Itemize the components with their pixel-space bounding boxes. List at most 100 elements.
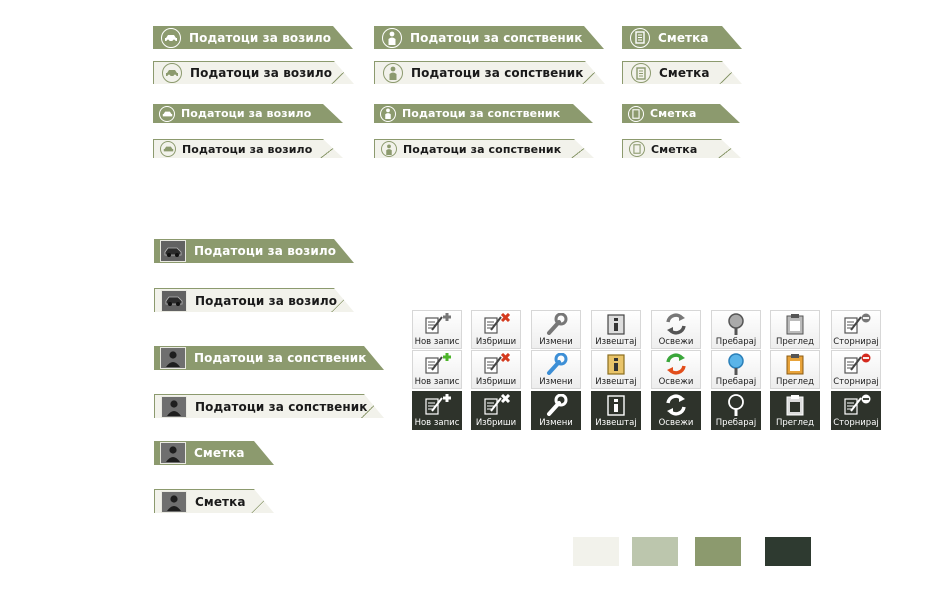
edit-label: Измени (539, 337, 573, 347)
search-button[interactable]: Пребарај (711, 391, 761, 430)
new-record-icon (412, 311, 462, 337)
color-swatch-olive (695, 537, 741, 566)
tab-invoice-active-small[interactable]: Сметка (622, 104, 740, 123)
edit-label: Измени (539, 377, 573, 387)
tab-label: Податоци за сопственик (195, 399, 368, 414)
tab-owner-active-small[interactable]: Податоци за сопственик (374, 104, 593, 123)
tab-owner-inactive-small[interactable]: Податоци за сопственик (374, 139, 594, 158)
wrench-icon (531, 351, 581, 377)
edit-label: Измени (539, 418, 573, 428)
tab-owner-photo-inactive[interactable]: Податоци за сопственик (154, 394, 384, 418)
tab-label: Податоци за возило (181, 107, 312, 120)
search-button[interactable]: Пребарај (711, 310, 761, 349)
cancel-button[interactable]: Сторнирај (831, 310, 881, 349)
refresh-button[interactable]: Освежи (651, 310, 701, 349)
delete-button[interactable]: Избриши (471, 350, 521, 389)
delete-button[interactable]: Избриши (471, 391, 521, 430)
tab-label: Податоци за возило (195, 293, 338, 308)
tab-label: Сметка (659, 66, 710, 80)
clipboard-icon (770, 311, 820, 337)
car-icon (161, 290, 187, 312)
report-label: Извештај (595, 337, 637, 347)
refresh-label: Освежи (658, 418, 694, 428)
delete-label: Избриши (475, 418, 517, 428)
wrench-icon (531, 311, 581, 337)
person-icon (160, 442, 186, 464)
cancel-icon (831, 392, 881, 418)
clipboard-icon (770, 351, 820, 377)
car-icon (162, 63, 182, 83)
refresh-label: Освежи (658, 337, 694, 347)
preview-button[interactable]: Преглед (770, 350, 820, 389)
tab-vehicle-inactive-small[interactable]: Податоци за возило (153, 139, 343, 158)
report-icon (591, 392, 641, 418)
delete-icon (471, 392, 521, 418)
document-icon (630, 28, 650, 48)
tab-invoice-photo-inactive[interactable]: Сметка (154, 489, 274, 513)
new-record-button[interactable]: Нов запис (412, 350, 462, 389)
tab-label: Податоци за возило (189, 30, 332, 45)
clipboard-icon (770, 392, 820, 418)
report-label: Извештај (595, 418, 637, 428)
new-record-label: Нов запис (414, 377, 460, 387)
tab-owner-active-large[interactable]: Податоци за сопственик (374, 26, 604, 49)
preview-label: Преглед (775, 418, 815, 428)
tab-vehicle-active-large[interactable]: Податоци за возило (153, 26, 353, 49)
report-icon (591, 351, 641, 377)
cancel-label: Сторнирај (833, 377, 879, 387)
tab-invoice-inactive-small[interactable]: Сметка (622, 139, 741, 158)
tab-label: Сметка (651, 142, 698, 156)
car-icon (160, 141, 176, 157)
preview-label: Преглед (775, 377, 815, 387)
refresh-icon (651, 392, 701, 418)
search-label: Пребарај (715, 337, 757, 347)
search-label: Пребарај (715, 377, 757, 387)
new-record-icon (412, 392, 462, 418)
preview-button[interactable]: Преглед (770, 310, 820, 349)
magnifier-icon (711, 311, 761, 337)
tab-vehicle-inactive-large[interactable]: Податоци за возило (153, 61, 354, 84)
tab-invoice-inactive-large[interactable]: Сметка (622, 61, 742, 84)
person-icon (160, 347, 186, 369)
tab-label: Сметка (194, 446, 245, 460)
color-swatch-cream (573, 537, 619, 566)
search-button[interactable]: Пребарај (711, 350, 761, 389)
cancel-icon (831, 351, 881, 377)
cancel-button[interactable]: Сторнирај (831, 391, 881, 430)
tab-owner-photo-active[interactable]: Податоци за сопственик (154, 346, 384, 370)
report-button[interactable]: Извештај (591, 391, 641, 430)
report-button[interactable]: Извештај (591, 310, 641, 349)
color-swatch-light-sage (632, 537, 678, 566)
car-icon (161, 28, 181, 48)
document-icon (629, 141, 645, 157)
preview-label: Преглед (775, 337, 815, 347)
cancel-button[interactable]: Сторнирај (831, 350, 881, 389)
tab-invoice-active-large[interactable]: Сметка (622, 26, 742, 49)
new-record-label: Нов запис (414, 418, 460, 428)
tab-vehicle-photo-inactive[interactable]: Податоци за возило (154, 288, 354, 312)
delete-icon (471, 311, 521, 337)
tab-vehicle-active-small[interactable]: Податоци за возило (153, 104, 343, 123)
report-button[interactable]: Извештај (591, 350, 641, 389)
tab-invoice-photo-active[interactable]: Сметка (154, 441, 274, 465)
edit-button[interactable]: Измени (531, 391, 581, 430)
new-record-button[interactable]: Нов запис (412, 391, 462, 430)
edit-button[interactable]: Измени (531, 310, 581, 349)
delete-label: Избриши (475, 377, 517, 387)
magnifier-icon (711, 351, 761, 377)
refresh-button[interactable]: Освежи (651, 391, 701, 430)
tab-owner-inactive-large[interactable]: Податоци за сопственик (374, 61, 605, 84)
delete-button[interactable]: Избриши (471, 310, 521, 349)
preview-button[interactable]: Преглед (770, 391, 820, 430)
edit-button[interactable]: Измени (531, 350, 581, 389)
document-icon (628, 106, 644, 122)
refresh-icon (651, 311, 701, 337)
tab-label: Податоци за возило (194, 244, 337, 258)
refresh-button[interactable]: Освежи (651, 350, 701, 389)
tab-vehicle-photo-active[interactable]: Податоци за возило (154, 239, 354, 263)
new-record-button[interactable]: Нов запис (412, 310, 462, 349)
person-icon (381, 141, 397, 157)
tab-label: Податоци за сопственик (410, 30, 583, 45)
car-icon (160, 240, 186, 262)
tab-label: Податоци за сопственик (402, 107, 561, 120)
